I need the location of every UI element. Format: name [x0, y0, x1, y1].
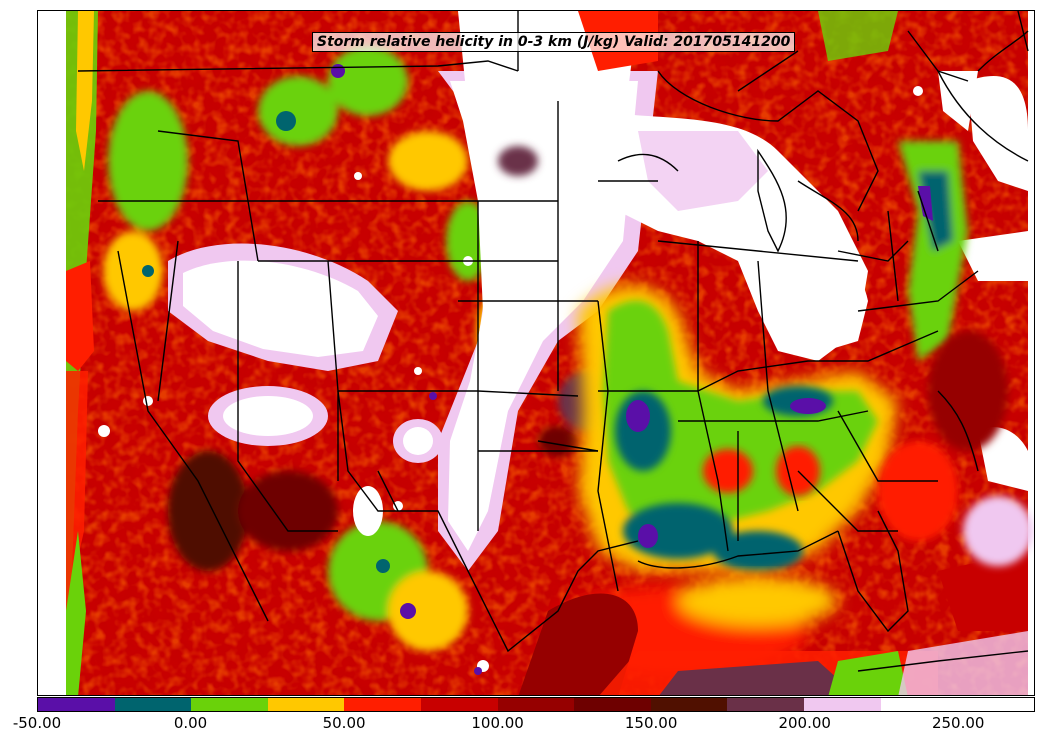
- political-boundaries: [77, 11, 1029, 672]
- map-title: Storm relative helicity in 0-3 km (J/kg)…: [312, 32, 796, 52]
- colorbar-segment: [267, 698, 345, 711]
- colorbar-segment: [957, 698, 1034, 711]
- colorbar-tick-label: 150.00: [624, 714, 678, 732]
- colorbar: [37, 697, 1035, 712]
- colorbar-segment: [727, 698, 805, 711]
- colorbar-tick-label: 250.00: [931, 714, 985, 732]
- colorbar-segment: [191, 698, 268, 711]
- colorbar-tick-label: 100.00: [471, 714, 524, 732]
- colorbar-segment: [38, 698, 115, 711]
- colorbar-tick-labels: -50.00 0.00 50.00 100.00 150.00 200.00 250.00: [0, 712, 1044, 742]
- helicity-map: Storm relative helicity in 0-3 km (J/kg)…: [37, 10, 1035, 696]
- map-canvas: [38, 11, 1034, 695]
- colorbar-segment: [574, 698, 651, 711]
- colorbar-segment: [880, 698, 958, 711]
- colorbar-tick-label: 0.00: [173, 714, 208, 732]
- colorbar-tick-label: -50.00: [12, 714, 62, 732]
- colorbar-segment: [497, 698, 575, 711]
- colorbar-tick-label: 200.00: [778, 714, 831, 732]
- colorbar-segment: [804, 698, 881, 711]
- colorbar-segment: [650, 698, 728, 711]
- colorbar-segment: [421, 698, 498, 711]
- colorbar-segment: [344, 698, 422, 711]
- colorbar-tick-label: 50.00: [322, 714, 366, 732]
- colorbar-segment: [114, 698, 192, 711]
